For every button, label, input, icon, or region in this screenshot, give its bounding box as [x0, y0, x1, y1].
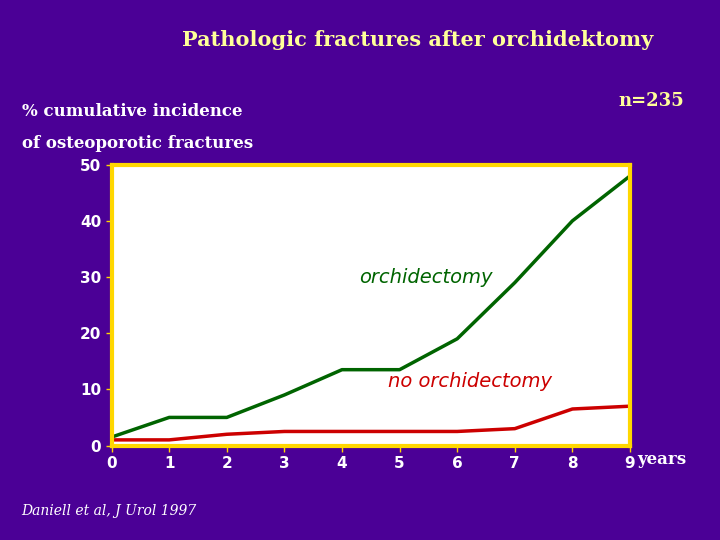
Text: years: years [637, 451, 686, 468]
Text: % cumulative incidence: % cumulative incidence [22, 103, 242, 119]
Text: orchidectomy: orchidectomy [359, 268, 492, 287]
Text: of osteoporotic fractures: of osteoporotic fractures [22, 135, 253, 152]
Text: n=235: n=235 [618, 92, 684, 110]
Text: Pathologic fractures after orchidektomy: Pathologic fractures after orchidektomy [182, 30, 653, 50]
Text: Daniell et al, J Urol 1997: Daniell et al, J Urol 1997 [22, 504, 197, 518]
Text: no orchidectomy: no orchidectomy [388, 372, 552, 390]
